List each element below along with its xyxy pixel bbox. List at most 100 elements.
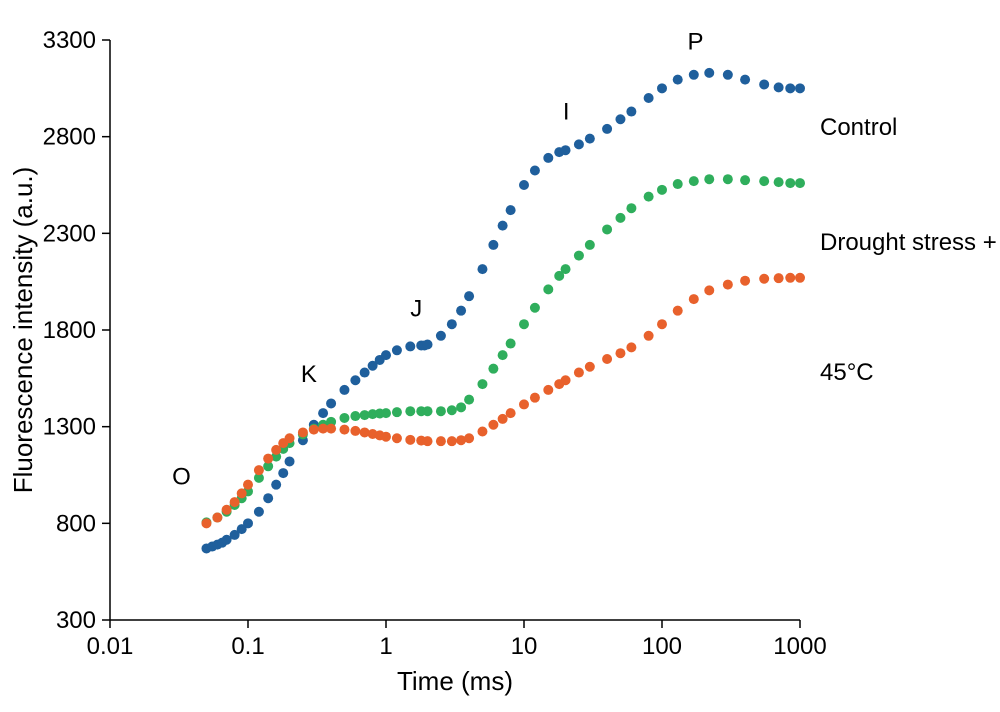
data-point (673, 179, 683, 189)
data-point (318, 408, 328, 418)
data-point (477, 427, 487, 437)
series-label-Heat45C: 45°C (820, 359, 874, 386)
data-point (436, 436, 446, 446)
data-point (723, 70, 733, 80)
data-point (673, 306, 683, 316)
data-point (477, 264, 487, 274)
data-point (339, 425, 349, 435)
data-point (723, 174, 733, 184)
data-point (574, 251, 584, 261)
data-point (405, 406, 415, 416)
data-point (488, 364, 498, 374)
data-point (704, 68, 714, 78)
data-point (405, 341, 415, 351)
data-point (626, 107, 636, 117)
data-point (456, 402, 466, 412)
data-point (285, 433, 295, 443)
data-point (704, 174, 714, 184)
data-point (644, 331, 654, 341)
data-point (243, 480, 253, 490)
x-tick-label: 1000 (773, 633, 826, 660)
data-point (326, 424, 336, 434)
data-point (774, 177, 784, 187)
data-point (254, 507, 264, 517)
data-point (585, 362, 595, 372)
data-point (574, 139, 584, 149)
data-point (488, 420, 498, 430)
data-point (263, 454, 273, 464)
data-point (477, 379, 487, 389)
data-point (519, 319, 529, 329)
data-point (585, 240, 595, 250)
data-point (339, 413, 349, 423)
x-tick-label: 10 (511, 633, 538, 660)
data-point (561, 145, 571, 155)
data-point (543, 385, 553, 395)
x-tick-label: 100 (642, 633, 682, 660)
data-point (740, 276, 750, 286)
data-point (561, 264, 571, 274)
data-point (740, 75, 750, 85)
data-point (506, 408, 516, 418)
data-point (212, 513, 222, 523)
y-tick-label: 3300 (43, 27, 96, 54)
point-label-K: K (301, 361, 317, 388)
y-axis-title: Fluorescence intensity (a.u.) (8, 167, 38, 494)
data-point (381, 350, 391, 360)
data-point (237, 488, 247, 498)
data-point (759, 176, 769, 186)
data-point (350, 426, 360, 436)
data-point (243, 518, 253, 528)
data-point (506, 339, 516, 349)
point-label-J: J (410, 295, 422, 322)
y-tick-label: 1300 (43, 414, 96, 441)
x-tick-label: 1 (379, 633, 392, 660)
data-point (689, 70, 699, 80)
x-tick-label: 0.01 (87, 633, 134, 660)
data-point (795, 273, 805, 283)
data-point (254, 465, 264, 475)
data-point (423, 340, 433, 350)
data-point (447, 436, 457, 446)
data-point (615, 348, 625, 358)
y-tick-label: 800 (56, 510, 96, 537)
x-tick-label: 0.1 (231, 633, 264, 660)
data-point (673, 75, 683, 85)
data-point (574, 368, 584, 378)
data-point (271, 480, 281, 490)
data-point (530, 393, 540, 403)
data-point (740, 175, 750, 185)
data-point (498, 350, 508, 360)
data-point (360, 368, 370, 378)
data-point (615, 213, 625, 223)
data-point (498, 221, 508, 231)
data-point (464, 433, 474, 443)
data-point (278, 468, 288, 478)
data-point (436, 406, 446, 416)
data-point (350, 375, 360, 385)
data-point (392, 407, 402, 417)
data-point (644, 93, 654, 103)
data-point (447, 405, 457, 415)
data-point (602, 224, 612, 234)
series-label-Control: Control (820, 114, 897, 141)
data-point (381, 432, 391, 442)
y-tick-label: 2300 (43, 220, 96, 247)
data-point (350, 411, 360, 421)
data-point (704, 285, 714, 295)
data-point (615, 114, 625, 124)
data-point (626, 203, 636, 213)
data-point (543, 284, 553, 294)
data-point (626, 342, 636, 352)
data-point (498, 414, 508, 424)
data-point (392, 433, 402, 443)
data-point (723, 280, 733, 290)
data-point (689, 176, 699, 186)
data-point (436, 331, 446, 341)
data-point (423, 436, 433, 446)
data-point (392, 345, 402, 355)
data-point (530, 303, 540, 313)
data-point (456, 306, 466, 316)
data-point (263, 493, 273, 503)
data-point (689, 294, 699, 304)
